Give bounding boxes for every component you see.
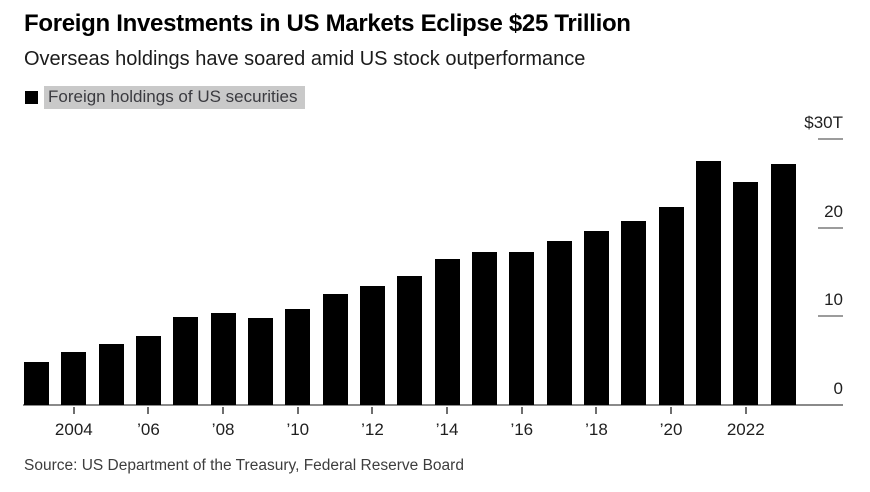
bar-2021 [695,161,721,405]
x-tick-2004 [72,407,75,414]
bar-2009 [247,318,273,405]
x-tick-2008 [222,407,225,414]
x-axis-line [23,404,843,406]
x-tick-2014 [446,407,449,414]
bar-2020 [658,207,684,405]
x-tick-label-2004: 2004 [54,420,93,439]
y-tick-20 [818,226,843,229]
x-tick-label-2022: 2022 [726,420,765,439]
plot-area: $30T 20 10 0 2004 ’06 ’08 ’10 ’12 ’14 ’16 ’18 ’20 202… [23,113,843,439]
x-tick-label-2012: ’12 [361,420,384,439]
y-tick-10 [818,315,843,318]
x-tick-2020 [670,407,673,414]
y-tick-label-20: 20 [824,201,843,221]
x-tick-label-2020: ’20 [659,420,683,439]
x-tick-label-2008: ’08 [211,420,235,439]
x-tick-2022 [744,407,747,414]
bar-2006 [135,335,161,405]
bar-2017 [546,240,572,405]
bar-2015 [471,251,497,405]
legend-swatch-icon [25,91,38,104]
legend-label: Foreign holdings of US securities [44,86,306,109]
bar-2005 [98,343,124,405]
x-tick-2012 [371,407,374,414]
legend: Foreign holdings of US securities [25,86,306,109]
chart-subtitle: Overseas holdings have soared amid US st… [24,48,586,70]
y-tick-label-30: $30T [804,113,843,132]
bar-2022 [733,182,759,405]
y-tick-30 [818,138,843,140]
y-tick-label-0: 0 [833,379,843,398]
x-tick-2018 [595,407,598,414]
x-tick-label-2010: ’10 [286,420,310,439]
bar-2014 [434,258,460,405]
x-tick-label-2014: ’14 [435,420,459,439]
x-tick-label-2006: ’06 [137,420,160,439]
x-tick-label-2016: ’16 [510,420,534,439]
bar-2004 [61,351,87,405]
bar-2018 [583,231,609,405]
bar-2010 [285,309,311,405]
bar-2016 [509,251,535,405]
x-tick-2016 [520,407,523,414]
bar-2007 [173,317,199,405]
x-tick-2006 [147,407,150,414]
x-tick-2010 [296,407,299,414]
x-tick-label-2018: ’18 [585,420,608,439]
bar-2012 [359,286,385,405]
y-tick-label-10: 10 [824,290,843,310]
bar-2013 [397,276,423,405]
bar-2019 [621,221,647,405]
bar-2011 [322,294,348,405]
bar-2008 [210,312,236,405]
source-note: Source: US Department of the Treasury, F… [24,457,464,474]
bar-2003 [24,361,49,405]
chart-title: Foreign Investments in US Markets Eclips… [24,10,631,37]
bar-2023 [770,163,796,405]
